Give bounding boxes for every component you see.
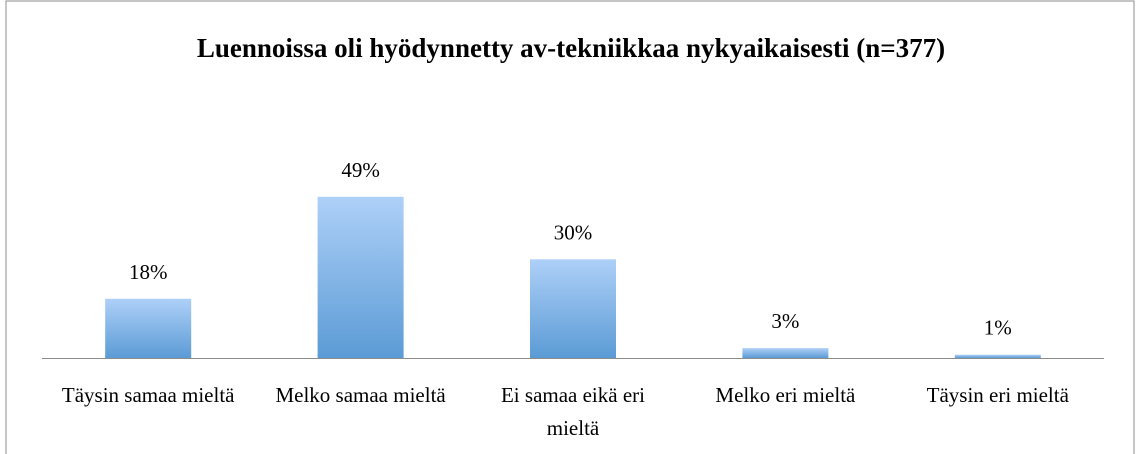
data-label: 30% (554, 220, 593, 244)
bar (317, 196, 404, 358)
chart-title: Luennoissa oli hyödynnetty av-tekniikkaa… (197, 33, 945, 63)
x-tick-label: Melko samaa mieltä (275, 383, 446, 407)
chart-frame (5, 0, 1135, 454)
data-label: 1% (984, 316, 1012, 340)
x-tick-label: Ei samaa eikä eri mieltä (501, 383, 645, 440)
x-tick-label: Täysin eri mieltä (927, 383, 1070, 407)
bar (954, 354, 1041, 358)
data-label: 49% (341, 158, 380, 182)
x-tick-label: Täysin samaa mieltä (62, 383, 235, 407)
x-tick-label: Melko eri mieltä (715, 383, 856, 407)
data-label: 18% (129, 260, 168, 284)
bar (105, 298, 192, 358)
data-label: 3% (771, 309, 799, 333)
bar (530, 259, 616, 358)
bar (742, 348, 829, 358)
